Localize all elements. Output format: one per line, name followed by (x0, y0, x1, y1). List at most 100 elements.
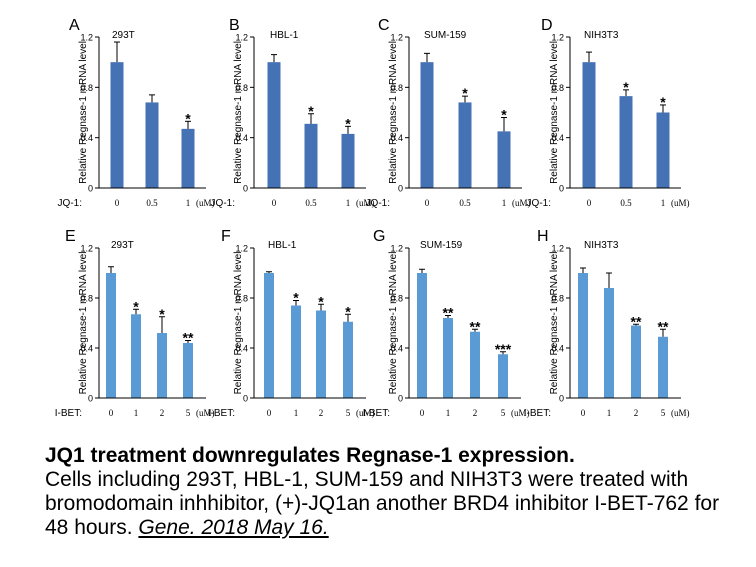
x-tick-label-e-1: 1 (134, 408, 139, 418)
bar-f-3 (343, 321, 353, 398)
y-tick-label-b-0: 0 (243, 184, 248, 194)
panel-letter-a: A (69, 17, 80, 34)
bar-g-3 (498, 354, 508, 398)
y-tick-label-f-3: 1.2 (235, 244, 248, 254)
treatment-label-h: I-BET: (524, 408, 551, 419)
x-tick-label-d-2: 1 (661, 198, 666, 208)
figure-caption: JQ1 treatment downregulates Regnase-1 ex… (45, 444, 745, 540)
x-tick-label-b-2: 1 (346, 198, 351, 208)
y-axis-label-b: Relative Regnase-1 mRNA level (233, 41, 244, 184)
panel-letter-d: D (541, 17, 553, 34)
caption-reference[interactable]: Gene. 2018 May 16. (138, 516, 329, 539)
x-tick-label-b-1: 0.5 (305, 198, 317, 208)
caption-text: Cells including 293T, HBL-1, SUM-159 and… (45, 468, 720, 539)
y-tick-label-b-2: 0.8 (235, 83, 248, 93)
panel-letter-e: E (65, 228, 76, 245)
unit-label-g: (uM) (511, 408, 530, 418)
significance-e-2: * (159, 306, 165, 322)
y-tick-label-a-3: 1.2 (80, 33, 93, 43)
significance-e-3: ** (183, 330, 194, 346)
treatment-label-a: JQ-1: (58, 198, 82, 209)
significance-b-2: * (345, 115, 351, 131)
x-tick-label-d-0: 0 (587, 198, 592, 208)
y-tick-label-a-2: 0.8 (80, 83, 93, 93)
bar-b-1 (304, 123, 318, 188)
x-tick-label-b-0: 0 (272, 198, 277, 208)
x-tick-label-f-1: 1 (294, 408, 299, 418)
x-tick-label-e-2: 2 (160, 408, 165, 418)
panel-title-h: NIH3T3 (584, 240, 619, 251)
y-tick-label-h-0: 0 (559, 394, 564, 404)
significance-a-2: * (185, 110, 191, 126)
y-tick-label-a-0: 0 (88, 184, 93, 194)
panel-title-c: SUM-159 (424, 30, 467, 41)
significance-e-1: * (133, 298, 139, 314)
x-tick-label-h-1: 1 (607, 408, 612, 418)
x-tick-label-g-1: 1 (446, 408, 451, 418)
panel-letter-f: F (221, 228, 231, 245)
bar-b-2 (341, 133, 355, 188)
unit-label-b: (uM) (356, 198, 375, 208)
bar-d-2 (656, 112, 670, 188)
y-axis-label-c: Relative Regnase-1 mRNA level (388, 41, 399, 184)
y-tick-label-d-2: 0.8 (551, 83, 564, 93)
y-tick-label-b-1: 0.4 (235, 133, 248, 143)
y-tick-label-b-3: 1.2 (235, 33, 248, 43)
significance-f-1: * (293, 290, 299, 306)
bar-h-1 (604, 288, 614, 398)
y-tick-label-f-1: 0.4 (235, 344, 248, 354)
bar-h-0 (578, 273, 588, 398)
y-tick-label-g-1: 0.4 (390, 344, 403, 354)
y-tick-label-a-1: 0.4 (80, 133, 93, 143)
x-tick-label-e-0: 0 (109, 408, 114, 418)
significance-c-1: * (462, 85, 468, 101)
bar-f-1 (291, 305, 301, 398)
panel-title-d: NIH3T3 (584, 30, 619, 41)
y-axis-label-h: Relative Regnase-1 mRNA level (549, 252, 560, 395)
treatment-label-e: I-BET: (55, 408, 82, 419)
panel-title-a: 293T (112, 30, 135, 41)
y-tick-label-c-3: 1.2 (390, 33, 403, 43)
bar-d-0 (582, 62, 596, 188)
x-tick-label-f-0: 0 (267, 408, 272, 418)
significance-d-2: * (660, 94, 666, 110)
x-tick-label-g-0: 0 (420, 408, 425, 418)
panel-letter-b: B (229, 17, 240, 34)
y-tick-label-g-0: 0 (398, 394, 403, 404)
y-tick-label-g-3: 1.2 (390, 244, 403, 254)
unit-label-f: (uM) (356, 408, 375, 418)
x-tick-label-d-1: 0.5 (620, 198, 632, 208)
x-tick-label-c-1: 0.5 (459, 198, 471, 208)
y-tick-label-c-1: 0.4 (390, 133, 403, 143)
y-axis-label-g: Relative Regnase-1 mRNA level (388, 252, 399, 395)
x-tick-label-a-0: 0 (115, 198, 120, 208)
x-tick-label-a-1: 0.5 (146, 198, 158, 208)
bar-d-1 (619, 96, 633, 188)
bar-f-2 (316, 310, 326, 398)
significance-b-1: * (308, 103, 314, 119)
y-axis-label-f: Relative Regnase-1 mRNA level (233, 252, 244, 395)
significance-f-2: * (318, 293, 324, 309)
significance-g-2: ** (470, 318, 481, 334)
y-tick-label-c-0: 0 (398, 184, 403, 194)
bar-b-0 (267, 62, 281, 188)
unit-label-h: (uM) (671, 408, 690, 418)
y-tick-label-e-1: 0.4 (80, 344, 93, 354)
significance-c-2: * (501, 107, 507, 123)
unit-label-a: (uM) (196, 198, 215, 208)
bar-e-1 (131, 314, 141, 398)
x-tick-label-h-0: 0 (581, 408, 586, 418)
y-tick-label-f-2: 0.8 (235, 294, 248, 304)
significance-g-3: *** (495, 341, 512, 357)
bar-f-0 (264, 273, 274, 398)
bar-c-2 (497, 131, 511, 188)
unit-label-e: (uM) (196, 408, 215, 418)
treatment-label-b: JQ-1: (211, 198, 235, 209)
y-tick-label-e-2: 0.8 (80, 294, 93, 304)
treatment-label-c: JQ-1: (366, 198, 390, 209)
bar-e-3 (183, 343, 193, 398)
y-tick-label-d-3: 1.2 (551, 33, 564, 43)
x-tick-label-e-3: 5 (186, 408, 191, 418)
bar-e-0 (106, 273, 116, 398)
